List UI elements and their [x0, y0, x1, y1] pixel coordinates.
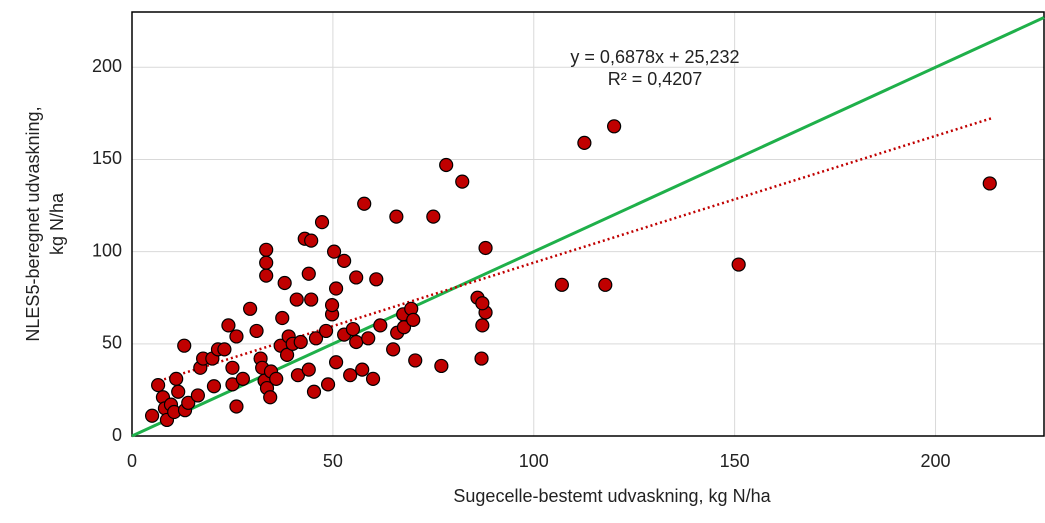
point	[217, 342, 232, 357]
point	[171, 384, 186, 399]
point	[607, 119, 622, 134]
x-axis-label: Sugecelle-bestemt udvaskning, kg N/ha	[453, 486, 771, 506]
y-tick-label: 200	[92, 56, 122, 76]
point	[181, 395, 196, 410]
point	[169, 371, 184, 386]
point	[259, 242, 274, 257]
y-tick-label: 50	[102, 333, 122, 353]
y-axis-label: kg N/ha	[47, 192, 67, 255]
x-tick-label: 200	[921, 451, 951, 471]
point	[577, 135, 592, 150]
point	[328, 281, 344, 296]
point	[229, 399, 244, 414]
point	[306, 384, 322, 399]
point	[314, 215, 330, 230]
point	[144, 408, 160, 423]
point	[277, 275, 292, 291]
point	[263, 390, 278, 405]
point	[259, 268, 274, 283]
point	[355, 362, 370, 377]
point	[269, 371, 284, 386]
point	[243, 301, 258, 316]
point	[357, 196, 372, 211]
point	[345, 321, 361, 337]
point	[206, 379, 222, 394]
point	[426, 209, 441, 224]
point	[318, 323, 334, 339]
point	[304, 233, 319, 248]
identity-line	[131, 16, 1045, 438]
point	[190, 388, 205, 403]
point	[373, 318, 388, 333]
point	[326, 244, 342, 259]
y-axis-label: NLES5-beregnet udvaskning,	[23, 106, 43, 341]
point	[389, 209, 404, 224]
point	[474, 351, 489, 366]
point	[554, 277, 569, 292]
point	[598, 277, 613, 292]
y-tick-label: 150	[92, 148, 122, 168]
point	[369, 272, 384, 287]
point	[279, 347, 295, 362]
point	[434, 358, 449, 374]
point	[249, 323, 264, 339]
x-tick-label: 150	[720, 451, 750, 471]
point	[301, 362, 316, 377]
point	[177, 338, 192, 353]
point	[320, 377, 336, 392]
x-tick-label: 100	[519, 451, 549, 471]
point	[225, 360, 240, 375]
point	[455, 174, 470, 189]
y-tick-label: 0	[112, 425, 122, 445]
point	[406, 312, 421, 327]
point	[275, 310, 290, 326]
point	[235, 371, 250, 386]
point	[343, 368, 358, 383]
point	[731, 257, 746, 272]
point	[475, 318, 490, 333]
point	[337, 253, 352, 268]
point	[308, 331, 324, 346]
point	[365, 371, 381, 386]
x-tick-label: 0	[127, 451, 137, 471]
point	[328, 355, 344, 370]
point	[349, 334, 364, 350]
point	[349, 270, 364, 285]
point	[289, 292, 304, 307]
point	[982, 176, 997, 191]
x-tick-label: 50	[323, 451, 343, 471]
point	[408, 353, 423, 368]
point	[439, 157, 454, 173]
point	[229, 329, 244, 344]
point	[478, 240, 493, 256]
point	[324, 298, 340, 313]
point	[301, 266, 316, 281]
y-tick-label: 100	[92, 240, 122, 260]
annotation: R² = 0,4207	[608, 69, 703, 89]
point	[221, 318, 236, 333]
point	[361, 331, 376, 346]
plot-frame	[131, 11, 1045, 437]
point	[293, 334, 308, 350]
point	[304, 292, 319, 307]
annotation: y = 0,6878x + 25,232	[570, 47, 739, 67]
point	[475, 296, 490, 311]
point	[396, 320, 412, 335]
point	[386, 342, 401, 357]
point	[259, 255, 274, 270]
point	[151, 378, 166, 393]
